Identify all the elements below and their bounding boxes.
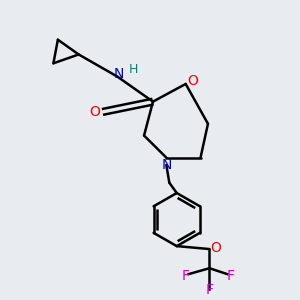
Text: N: N [114,67,124,81]
Text: H: H [129,63,138,76]
Text: F: F [206,283,213,297]
Text: F: F [182,268,190,283]
Text: F: F [226,268,234,283]
Text: O: O [90,105,101,119]
Text: O: O [187,74,198,88]
Text: O: O [211,241,221,255]
Text: N: N [161,158,172,172]
